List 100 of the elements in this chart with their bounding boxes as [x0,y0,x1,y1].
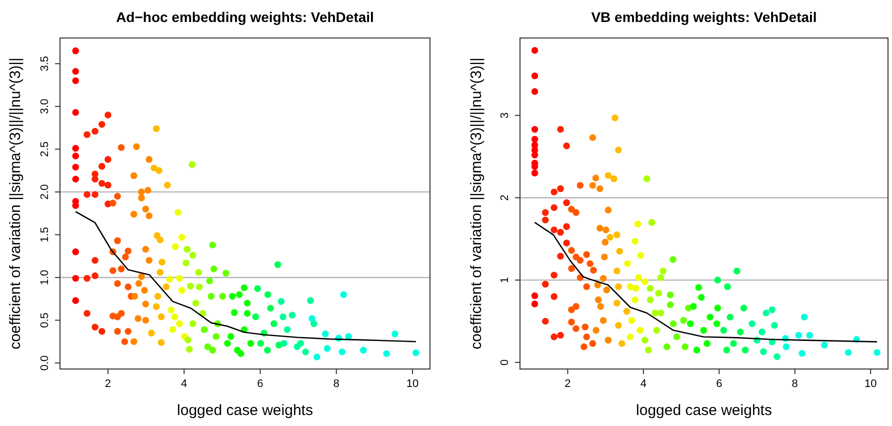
point [209,346,216,354]
point [615,283,622,290]
point [531,152,538,158]
point [164,182,171,189]
point [200,326,208,334]
point [84,310,90,317]
point [72,297,80,304]
point [602,226,610,234]
point [297,340,304,347]
point [152,303,160,310]
point [637,252,644,259]
point [550,293,558,300]
point [594,296,602,304]
point [714,304,722,312]
point [228,333,234,340]
point [713,320,720,328]
y-axis-title: coefficient of variation ||sigma^(3)||/||nu^(3)|| [468,58,485,350]
x-tick-label: 10 [406,378,419,390]
point [148,330,155,336]
point [72,164,80,171]
line-series [74,210,417,342]
point [531,46,538,54]
point [634,220,642,228]
point [146,256,152,264]
point [264,346,271,354]
point [666,291,674,298]
point [104,156,112,163]
point [150,164,158,172]
point [714,276,722,284]
point [568,318,575,326]
point [182,260,190,266]
point [192,300,200,307]
point [806,332,814,339]
point [186,346,193,353]
x-tick-label: 6 [716,378,722,390]
point [412,349,420,356]
point [602,238,609,246]
point [146,156,152,163]
point [531,126,538,133]
point [110,312,116,320]
point [666,301,674,308]
y-tick-label: 0.0 [39,355,51,371]
point [695,284,702,291]
point [646,284,654,292]
point [171,313,178,320]
point [72,68,80,75]
y-tick-label: 0 [499,359,511,366]
point [706,314,714,321]
point [130,210,138,218]
point [596,224,604,232]
point [84,131,90,138]
y-tick-label: 2.5 [39,142,51,157]
y-tick-label: 3 [499,112,511,118]
chart-title: VB embedding weights: VehDetail [591,9,817,25]
point [92,176,98,183]
point [572,325,580,332]
point [114,192,121,200]
y-tick-label: 2.0 [39,184,51,200]
point [798,350,806,357]
point [632,238,638,245]
point [782,343,790,350]
point [158,313,165,320]
point [874,349,880,356]
point [618,340,626,347]
point [820,342,828,349]
point [229,292,236,300]
point [72,248,80,256]
point [600,275,607,282]
point [614,300,620,307]
point [542,216,549,224]
point [657,274,664,282]
point [124,248,132,254]
point [98,162,106,170]
point [278,298,285,305]
point [130,172,138,180]
point [742,346,749,354]
point [92,272,98,280]
point [340,291,347,298]
point [84,191,90,198]
point [134,315,142,322]
point [576,182,584,189]
y-tick-label: 2 [499,194,511,201]
point [138,273,145,280]
point [142,206,150,212]
y-tick-label: 1.5 [39,227,51,242]
point [531,136,538,143]
point [563,142,570,150]
point [568,247,575,254]
point [252,313,260,320]
point [236,291,243,298]
point [736,328,744,336]
point [604,172,612,179]
point [324,345,331,352]
point [531,88,538,95]
point [267,304,274,312]
y-tick-label: 1.0 [39,270,51,286]
point [118,266,125,272]
point [188,161,196,168]
point [758,328,766,336]
point [178,286,186,294]
